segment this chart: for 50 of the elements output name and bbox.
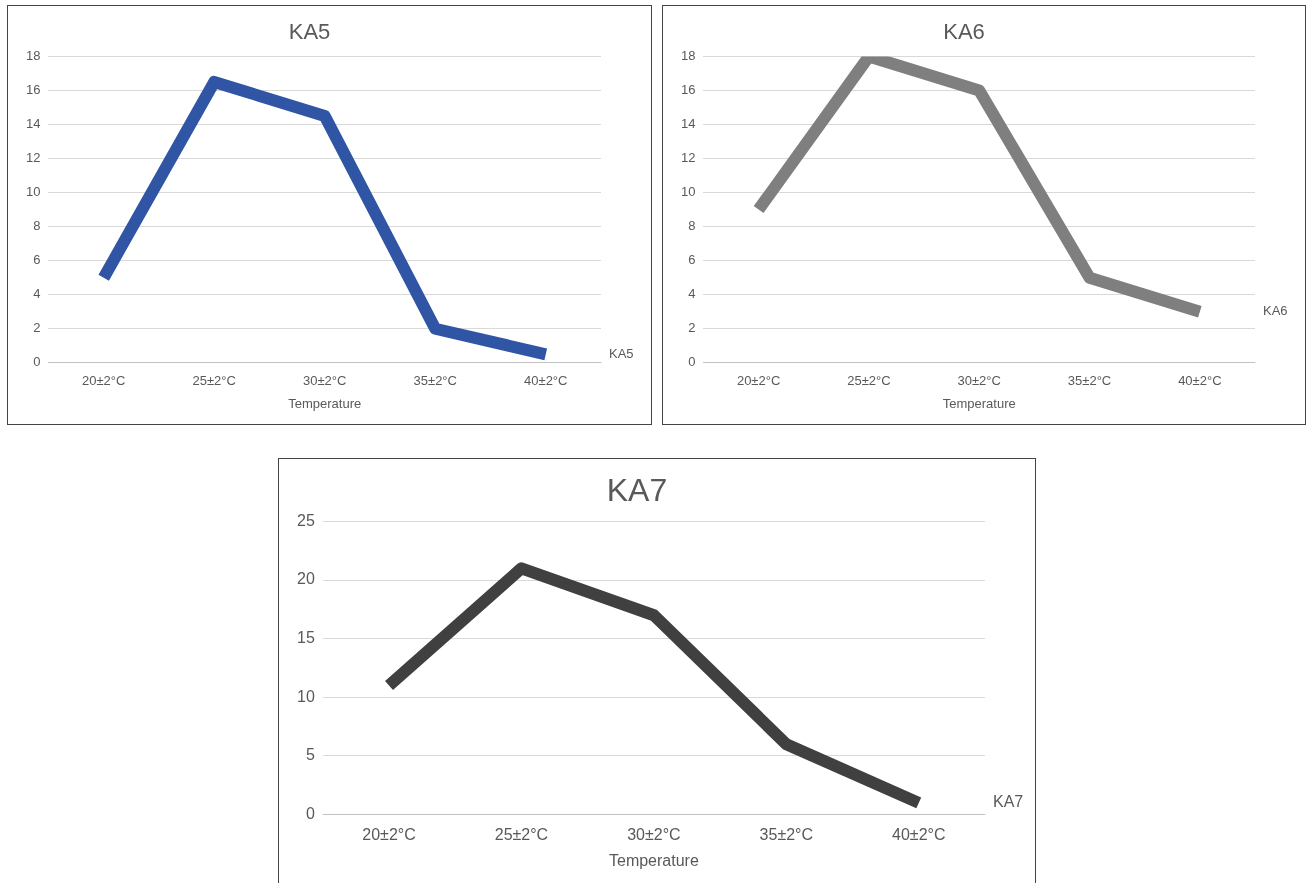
x-tick-label: 35±2°C xyxy=(413,373,457,389)
y-tick-label: 8 xyxy=(688,218,696,234)
x-tick-label: 20±2°C xyxy=(82,373,126,389)
y-tick-label: 8 xyxy=(33,218,41,234)
text: KA6 xyxy=(1263,303,1288,319)
x-tick-label: 30±2°C xyxy=(957,373,1001,389)
y-tick-label: 12 xyxy=(680,150,696,166)
y-tick-label: 2 xyxy=(688,320,696,336)
y-tick-label: 18 xyxy=(25,47,41,63)
y-tick-label: 0 xyxy=(688,354,696,370)
y-tick-label: 12 xyxy=(25,150,41,166)
y-tick-label: 4 xyxy=(33,286,41,302)
y-tick-label: 14 xyxy=(25,116,41,132)
y-tick-label: 15 xyxy=(297,629,315,647)
y-tick-label: 14 xyxy=(680,116,696,132)
x-tick-label: 35±2°C xyxy=(1067,373,1112,389)
chart-title: KA7 xyxy=(606,472,668,509)
y-tick-label: 6 xyxy=(33,252,41,268)
text: KA5 xyxy=(609,345,634,361)
y-tick-label: 0 xyxy=(33,354,41,370)
y-tick-label: 18 xyxy=(680,47,696,63)
y-tick-label: 16 xyxy=(680,82,696,98)
y-tick-label: 2 xyxy=(33,320,41,336)
x-axis-title: Temperature xyxy=(608,851,699,869)
x-tick-label: 25±2°C xyxy=(847,373,891,389)
chart-title: KA5 xyxy=(288,19,331,45)
y-tick-label: 0 xyxy=(305,805,315,823)
y-tick-label: 10 xyxy=(25,184,41,200)
x-tick-label: 20±2°C xyxy=(362,825,416,843)
y-tick-label: 25 xyxy=(297,511,315,529)
x-tick-label: 20±2°C xyxy=(736,373,781,389)
y-tick-label: 6 xyxy=(688,252,696,268)
x-tick-label: 25±2°C xyxy=(494,825,549,843)
y-tick-label: 16 xyxy=(25,82,41,98)
chart-title: KA6 xyxy=(943,19,985,45)
x-tick-label: 40±2°C xyxy=(892,825,946,843)
y-tick-label: 10 xyxy=(680,184,696,200)
x-tick-label: 35±2°C xyxy=(759,825,814,843)
y-tick-label: 5 xyxy=(305,746,315,764)
x-axis-title: Temperature xyxy=(288,395,362,411)
y-tick-label: 4 xyxy=(688,286,696,302)
x-tick-label: 40±2°C xyxy=(524,373,568,389)
x-axis-title: Temperature xyxy=(942,395,1016,411)
x-tick-label: 30±2°C xyxy=(303,373,347,389)
x-tick-label: 30±2°C xyxy=(627,825,681,843)
y-tick-label: 20 xyxy=(297,570,315,588)
y-tick-label: 10 xyxy=(297,687,315,705)
text: KA7 xyxy=(993,793,1024,811)
x-tick-label: 40±2°C xyxy=(1178,373,1222,389)
x-tick-label: 25±2°C xyxy=(192,373,236,389)
